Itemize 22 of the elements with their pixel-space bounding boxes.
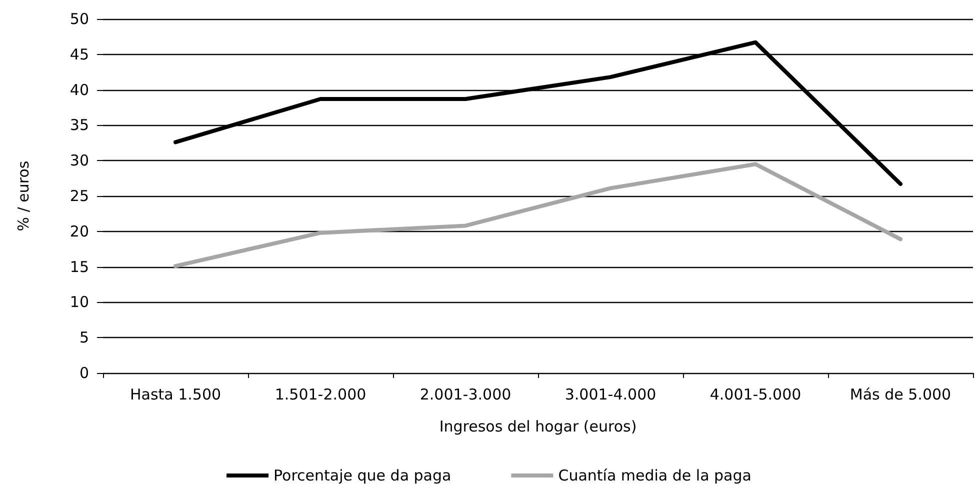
x-tick-label: Más de 5.000	[850, 386, 952, 404]
y-tick-label: 10	[70, 293, 89, 312]
y-tick-label: 30	[70, 152, 89, 170]
line-series	[174, 162, 902, 268]
legend-label: Porcentaje que da paga	[274, 466, 452, 484]
y-tick-label: 20	[70, 222, 89, 240]
x-tick-label: Hasta 1.500	[130, 386, 222, 404]
y-tick-label: 35	[70, 116, 89, 134]
y-axis-title: % / euros	[14, 160, 32, 232]
y-tick-label: 45	[70, 45, 89, 64]
y-tick-label: 15	[70, 258, 89, 276]
x-tick-label: 1.501-2.000	[274, 386, 366, 404]
y-tick-label: 5	[79, 328, 89, 347]
y-tick-label: 40	[70, 80, 89, 99]
y-tick-label: 25	[70, 187, 89, 205]
y-tick-label: 0	[79, 364, 89, 382]
x-tick-label: 3.001-4.000	[564, 386, 656, 404]
x-tick-label: 2.001-3.000	[420, 386, 512, 404]
x-axis-title: Ingresos del hogar (euros)	[439, 418, 637, 436]
y-tick-label: 50	[70, 10, 89, 28]
legend-label: Cuantía media de la paga	[558, 466, 752, 484]
x-tick-label: 4.001-5.000	[710, 386, 802, 404]
